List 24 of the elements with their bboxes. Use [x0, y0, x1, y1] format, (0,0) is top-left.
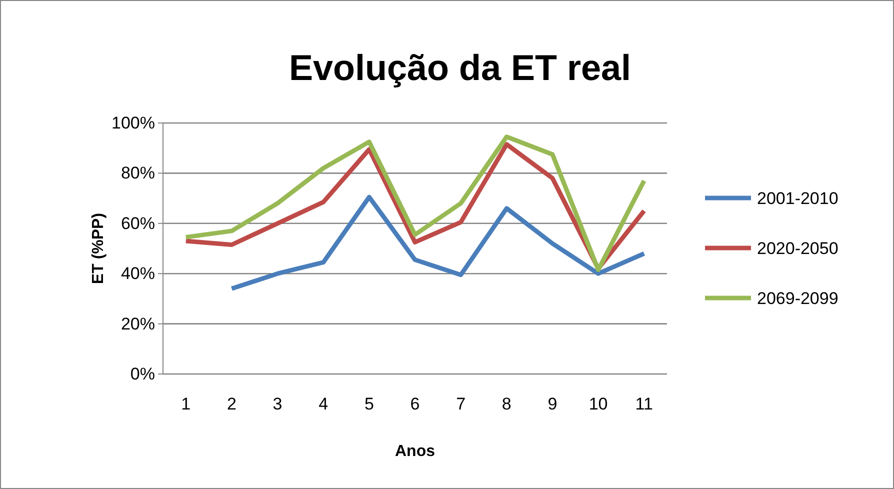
y-tick-label: 80%: [120, 164, 155, 183]
x-tick-label: 6: [410, 394, 420, 414]
x-tick-label: 9: [548, 394, 558, 414]
x-tick-label: 1: [181, 394, 191, 414]
x-tick-label: 7: [456, 394, 466, 414]
y-tick-label: 100%: [112, 113, 155, 132]
x-tick-label: 11: [635, 394, 653, 414]
x-tick-label: 8: [502, 394, 512, 414]
x-tick-label: 4: [318, 394, 328, 414]
x-tick-label: 2: [226, 394, 236, 414]
legend-label: 2069-2099: [757, 289, 838, 308]
x-tick-label: 10: [588, 394, 608, 414]
chart-title: Evolução da ET real: [288, 47, 632, 88]
x-axis-title: Anos: [395, 443, 436, 460]
legend-label: 2001-2010: [757, 189, 838, 208]
x-tick-label: 5: [364, 394, 374, 414]
y-tick-label: 40%: [120, 264, 155, 284]
legend-label: 2020-2050: [757, 239, 838, 258]
y-axis-title: ET (%PP): [90, 212, 107, 284]
y-tick-label: 0%: [130, 364, 155, 384]
line-series: [229, 194, 646, 291]
y-tick-label: 20%: [120, 314, 155, 334]
x-tick-label: 3: [272, 394, 282, 414]
y-tick-label: 60%: [120, 214, 155, 233]
